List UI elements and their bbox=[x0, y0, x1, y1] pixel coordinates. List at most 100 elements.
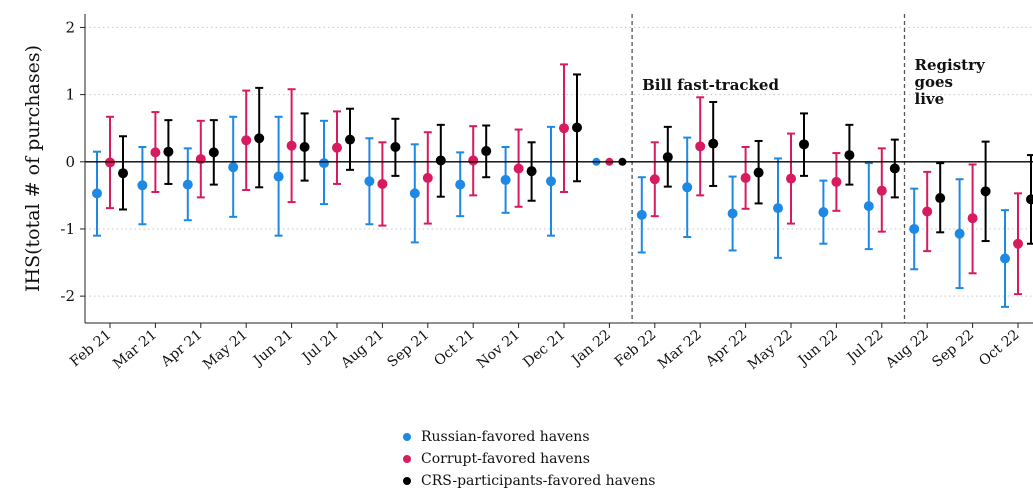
x-tick-label: Jul 21 bbox=[298, 327, 342, 367]
y-tick-label: -2 bbox=[60, 287, 75, 305]
data-point bbox=[92, 188, 102, 199]
legend-label-crs: CRS-participants-favored havens bbox=[421, 473, 656, 489]
event-annotation: Registry bbox=[915, 56, 986, 74]
data-point bbox=[727, 208, 738, 219]
data-point bbox=[954, 228, 965, 239]
data-point bbox=[967, 213, 978, 224]
data-point bbox=[208, 147, 219, 158]
y-tick-label: 1 bbox=[65, 86, 75, 104]
data-point bbox=[345, 134, 355, 145]
data-point bbox=[1000, 253, 1010, 264]
data-point bbox=[1013, 238, 1023, 249]
data-point bbox=[559, 123, 569, 134]
data-point bbox=[980, 186, 991, 197]
data-point bbox=[137, 180, 148, 191]
data-point bbox=[799, 139, 809, 150]
legend-item-corrupt: Corrupt-favored havens bbox=[403, 448, 655, 470]
data-point bbox=[228, 162, 239, 173]
data-point bbox=[662, 152, 673, 163]
data-point bbox=[922, 206, 933, 217]
event-lines bbox=[631, 14, 906, 323]
data-point bbox=[773, 203, 783, 214]
data-point bbox=[319, 158, 329, 169]
data-point bbox=[468, 155, 479, 166]
x-tick-label: Nov 21 bbox=[474, 327, 523, 372]
data-point bbox=[889, 163, 900, 174]
series-group bbox=[92, 115, 1010, 308]
x-tick-label: Sep 21 bbox=[384, 327, 432, 371]
chart-marks bbox=[92, 63, 1033, 308]
x-tick-label: May 22 bbox=[745, 327, 796, 373]
data-point bbox=[740, 172, 751, 183]
data-point bbox=[863, 201, 874, 212]
x-tick-label: Jul 22 bbox=[843, 327, 887, 367]
data-point bbox=[332, 142, 342, 153]
data-point bbox=[695, 141, 706, 152]
data-point bbox=[299, 142, 310, 153]
data-point bbox=[364, 176, 375, 187]
data-point bbox=[526, 166, 537, 177]
data-point bbox=[409, 188, 420, 199]
y-tick-label: 0 bbox=[65, 153, 75, 171]
x-tick-label: Aug 21 bbox=[337, 327, 387, 372]
x-tick-label: Mar 22 bbox=[655, 327, 705, 372]
data-point bbox=[273, 171, 284, 182]
data-point bbox=[182, 179, 193, 190]
x-tick-label: Apr 22 bbox=[702, 327, 750, 371]
legend-marker-crs bbox=[403, 477, 411, 485]
data-point bbox=[786, 173, 796, 184]
data-point bbox=[435, 155, 446, 166]
data-point bbox=[682, 182, 693, 193]
data-point bbox=[163, 146, 174, 157]
data-point bbox=[753, 167, 764, 178]
data-point bbox=[935, 193, 946, 204]
data-point bbox=[818, 207, 829, 218]
data-point bbox=[254, 133, 265, 144]
legend-label-russian: Russian-favored havens bbox=[421, 429, 590, 445]
data-point bbox=[377, 178, 388, 189]
data-point bbox=[1026, 194, 1033, 205]
data-point bbox=[649, 174, 660, 185]
data-point bbox=[513, 163, 524, 174]
event-annotation: Bill fast-tracked bbox=[642, 76, 779, 94]
series-group bbox=[105, 63, 1023, 296]
data-point bbox=[909, 223, 920, 234]
x-tick-label: Sep 22 bbox=[929, 327, 977, 371]
x-tick-label: May 21 bbox=[200, 327, 251, 373]
data-point bbox=[286, 140, 297, 151]
legend-marker-corrupt bbox=[403, 455, 411, 463]
y-tick-label: 2 bbox=[65, 18, 75, 36]
legend-marker-russian bbox=[403, 433, 411, 441]
series-group bbox=[118, 73, 1033, 245]
data-point bbox=[455, 179, 466, 190]
data-point bbox=[876, 185, 887, 196]
data-point bbox=[708, 138, 719, 149]
x-tick-label: Apr 21 bbox=[158, 327, 206, 371]
data-point bbox=[572, 122, 582, 133]
data-point bbox=[241, 135, 252, 146]
data-point bbox=[390, 142, 401, 153]
x-tick-label: Oct 21 bbox=[431, 327, 477, 370]
event-annotation: live bbox=[915, 90, 945, 108]
data-point bbox=[844, 150, 855, 161]
x-tick-label: Jun 21 bbox=[249, 327, 296, 370]
data-point bbox=[546, 176, 556, 187]
x-tick-label: Feb 21 bbox=[67, 327, 114, 370]
legend-item-crs: CRS-participants-favored havens bbox=[403, 470, 655, 492]
x-tick-label: Oct 22 bbox=[976, 327, 1022, 370]
x-tick-label: Mar 21 bbox=[110, 327, 160, 372]
legend-item-russian: Russian-favored havens bbox=[403, 426, 655, 448]
x-tick-label: Jan 22 bbox=[567, 327, 613, 370]
data-point bbox=[195, 154, 206, 165]
data-point bbox=[118, 168, 128, 179]
data-point bbox=[636, 209, 647, 220]
data-point bbox=[481, 146, 492, 157]
x-tick-label: Aug 22 bbox=[882, 327, 932, 372]
data-point bbox=[150, 147, 161, 158]
y-axis-label: IHS(total # of purchases) bbox=[22, 45, 44, 292]
x-tick-label: Feb 22 bbox=[612, 327, 659, 370]
data-point bbox=[831, 176, 842, 187]
legend-label-corrupt: Corrupt-favored havens bbox=[421, 451, 590, 467]
